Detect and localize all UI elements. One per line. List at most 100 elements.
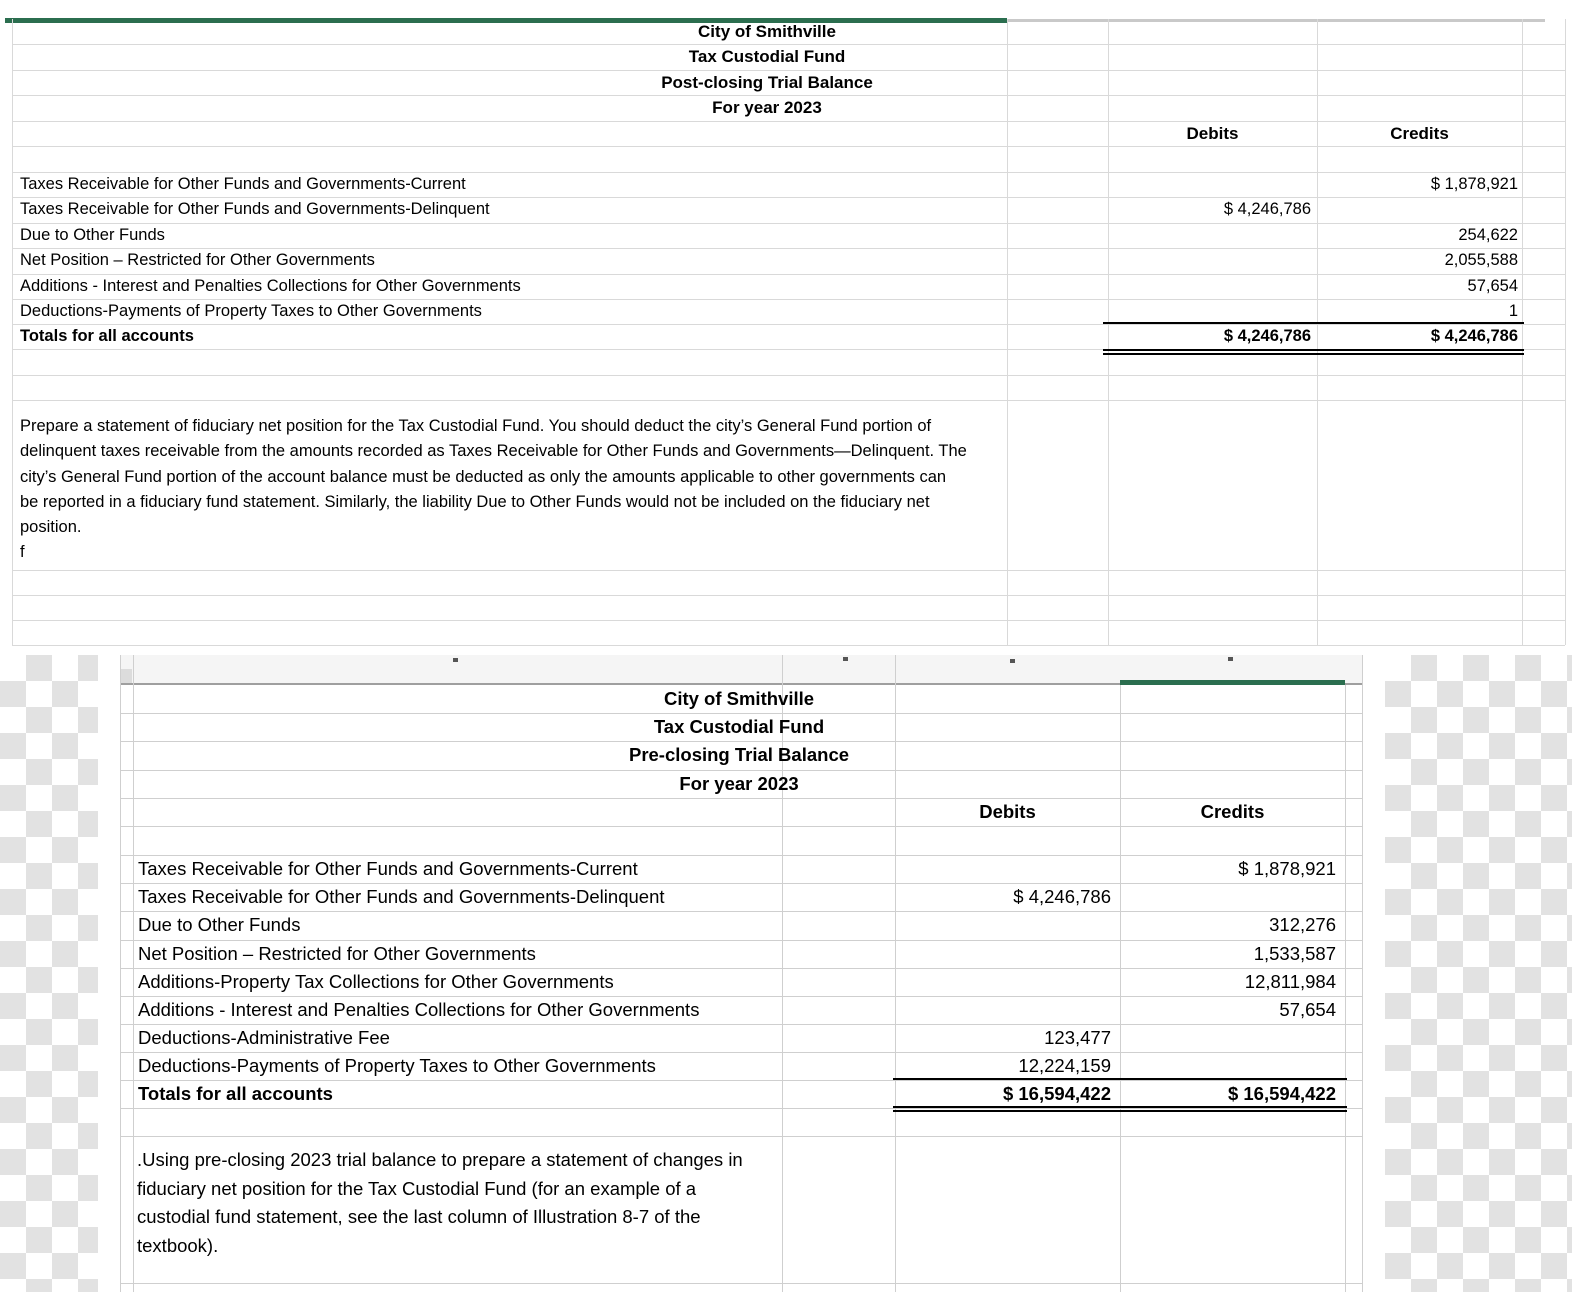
account-label-cell[interactable]: Additions - Interest and Penalties Colle… <box>138 999 700 1020</box>
totals-credit-cell[interactable]: $ 4,246,786 <box>1430 327 1518 345</box>
table-row[interactable]: Taxes Receivable for Other Funds and Gov… <box>12 172 1565 197</box>
gridline <box>120 1108 1362 1109</box>
credit-cell[interactable]: $ 1,878,921 <box>1430 175 1518 193</box>
debit-cell[interactable]: 123,477 <box>1044 1027 1111 1048</box>
selected-column-underline <box>1120 680 1345 685</box>
gridline <box>12 400 1565 401</box>
gridline <box>12 645 1565 646</box>
totals-double-underline <box>893 1110 1347 1112</box>
gridline <box>12 146 1565 147</box>
statement-title: Post-closing Trial Balance <box>661 73 873 92</box>
credits-column-header: Credits <box>1390 124 1449 143</box>
gridline <box>12 172 1565 173</box>
account-label-cell[interactable]: Taxes Receivable for Other Funds and Gov… <box>20 200 490 218</box>
gridline <box>120 1080 1362 1081</box>
sheet-subtitle: Tax Custodial Fund <box>653 716 825 737</box>
account-label-cell[interactable]: Due to Other Funds <box>138 914 301 935</box>
table-row[interactable]: Net Position – Restricted for Other Gove… <box>133 940 1362 968</box>
instruction-note-cell[interactable]: Prepare a statement of fiduciary net pos… <box>20 417 967 562</box>
statement-title: Pre-closing Trial Balance <box>628 744 850 765</box>
gridline <box>133 655 134 1292</box>
gridline <box>120 826 1362 827</box>
table-row[interactable]: Due to Other Funds 312,276 <box>133 911 1362 939</box>
credit-cell[interactable]: 57,654 <box>1467 277 1518 295</box>
table-row[interactable]: Additions-Property Tax Collections for O… <box>133 968 1362 996</box>
totals-debit-cell[interactable]: $ 16,594,422 <box>1002 1083 1111 1104</box>
gridline <box>120 883 1362 884</box>
gridline <box>120 798 1362 799</box>
sheet-title: City of Smithville <box>663 688 815 709</box>
debit-cell[interactable]: 12,224,159 <box>1018 1055 1111 1076</box>
account-label-cell[interactable]: Net Position – Restricted for Other Gove… <box>20 251 375 269</box>
credit-cell[interactable]: 312,276 <box>1269 914 1336 935</box>
gridline <box>120 741 1362 742</box>
table-row[interactable]: Additions - Interest and Penalties Colle… <box>133 996 1362 1024</box>
select-all-box[interactable] <box>120 669 132 683</box>
totals-top-border <box>1103 322 1524 324</box>
table-row[interactable]: Taxes Receivable for Other Funds and Gov… <box>133 855 1362 883</box>
totals-label-cell[interactable]: Totals for all accounts <box>20 327 194 345</box>
account-label-cell[interactable]: Deductions-Payments of Property Taxes to… <box>138 1055 656 1076</box>
credits-column-header: Credits <box>1200 801 1265 822</box>
sheet-title: City of Smithville <box>698 22 836 41</box>
debit-cell[interactable]: $ 4,246,786 <box>1013 886 1111 907</box>
account-label-cell[interactable]: Taxes Receivable for Other Funds and Gov… <box>20 175 466 193</box>
gridline <box>12 44 1565 45</box>
gridline <box>1345 685 1346 1292</box>
gridline <box>1317 19 1318 645</box>
credit-cell[interactable]: 57,654 <box>1279 999 1336 1020</box>
gridline <box>120 911 1362 912</box>
gridline <box>12 349 1565 350</box>
gridline <box>1565 19 1566 645</box>
account-label-cell[interactable]: Net Position – Restricted for Other Gove… <box>138 943 536 964</box>
table-row[interactable]: Deductions-Administrative Fee 123,477 <box>133 1024 1362 1052</box>
gridline <box>1120 685 1121 1292</box>
totals-debit-cell[interactable]: $ 4,246,786 <box>1223 327 1311 345</box>
account-label-cell[interactable]: Due to Other Funds <box>20 226 165 244</box>
totals-credit-cell[interactable]: $ 16,594,422 <box>1227 1083 1336 1104</box>
totals-label-cell[interactable]: Totals for all accounts <box>138 1083 333 1104</box>
account-label-cell[interactable]: Additions-Property Tax Collections for O… <box>138 971 614 992</box>
gridline <box>120 940 1362 941</box>
table-row[interactable]: Net Position – Restricted for Other Gove… <box>12 248 1565 273</box>
column-letter-fragment <box>1010 659 1015 663</box>
gridline <box>12 299 1565 300</box>
gridline <box>120 1024 1362 1025</box>
table-row[interactable]: Taxes Receivable for Other Funds and Gov… <box>133 883 1362 911</box>
gridline <box>120 770 1362 771</box>
gridline <box>12 620 1565 621</box>
totals-row[interactable]: Totals for all accounts $ 4,246,786 $ 4,… <box>12 324 1565 349</box>
credit-cell[interactable]: 12,811,984 <box>1244 971 1336 992</box>
table-row[interactable]: Deductions-Payments of Property Taxes to… <box>133 1052 1362 1080</box>
account-label-cell[interactable]: Deductions-Payments of Property Taxes to… <box>20 302 482 320</box>
instruction-note-cell[interactable]: .Using pre-closing 2023 trial balance to… <box>137 1149 743 1256</box>
credit-cell[interactable]: 2,055,588 <box>1444 251 1518 269</box>
credit-cell[interactable]: 1 <box>1508 302 1518 320</box>
sheet-subtitle: Tax Custodial Fund <box>688 47 846 66</box>
credit-cell[interactable]: $ 1,878,921 <box>1238 858 1336 879</box>
table-row[interactable]: Taxes Receivable for Other Funds and Gov… <box>12 197 1565 222</box>
account-label-cell[interactable]: Taxes Receivable for Other Funds and Gov… <box>138 886 665 907</box>
gridline <box>12 19 13 645</box>
selected-column-underline <box>5 18 1007 23</box>
gridline <box>12 375 1565 376</box>
credit-cell[interactable]: 254,622 <box>1458 226 1518 244</box>
table-row[interactable]: Deductions-Payments of Property Taxes to… <box>12 299 1565 324</box>
table-row[interactable]: Due to Other Funds 254,622 <box>12 223 1565 248</box>
account-label-cell[interactable]: Taxes Receivable for Other Funds and Gov… <box>138 858 638 879</box>
gridline <box>120 996 1362 997</box>
column-letter-fragment <box>453 658 458 662</box>
totals-double-underline <box>1103 349 1524 351</box>
table-row[interactable]: Additions - Interest and Penalties Colle… <box>12 274 1565 299</box>
credit-cell[interactable]: 1,533,587 <box>1253 943 1336 964</box>
account-label-cell[interactable]: Additions - Interest and Penalties Colle… <box>20 277 521 295</box>
gridline <box>120 1136 1362 1137</box>
totals-row[interactable]: Totals for all accounts $ 16,594,422 $ 1… <box>133 1080 1362 1108</box>
gridline <box>12 324 1565 325</box>
gridline <box>120 1283 1362 1284</box>
totals-top-border <box>893 1078 1347 1080</box>
gridline <box>120 655 121 1292</box>
gridline <box>12 95 1565 96</box>
account-label-cell[interactable]: Deductions-Administrative Fee <box>138 1027 390 1048</box>
debit-cell[interactable]: $ 4,246,786 <box>1223 200 1311 218</box>
